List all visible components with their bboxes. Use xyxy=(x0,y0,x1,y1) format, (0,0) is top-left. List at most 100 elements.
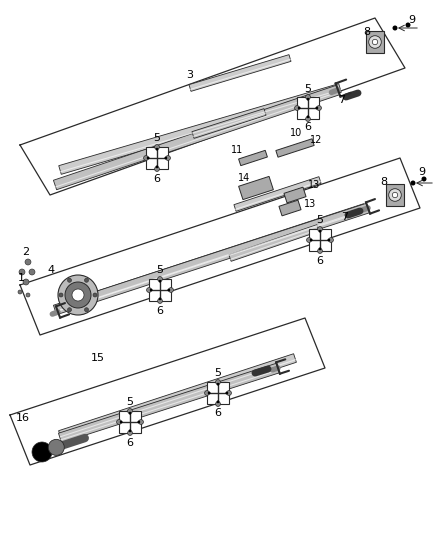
Polygon shape xyxy=(53,203,370,315)
Circle shape xyxy=(32,442,52,462)
Text: 8: 8 xyxy=(363,27,370,37)
Text: 6: 6 xyxy=(215,408,222,418)
Circle shape xyxy=(29,269,35,275)
Circle shape xyxy=(217,383,219,385)
Text: 1: 1 xyxy=(18,273,25,283)
Circle shape xyxy=(166,156,170,160)
Circle shape xyxy=(155,165,159,168)
Circle shape xyxy=(318,227,322,231)
Circle shape xyxy=(306,94,311,99)
Circle shape xyxy=(67,308,71,312)
Polygon shape xyxy=(297,97,319,119)
Circle shape xyxy=(208,392,211,394)
Polygon shape xyxy=(234,176,321,211)
Polygon shape xyxy=(192,109,266,139)
Circle shape xyxy=(159,280,161,282)
Circle shape xyxy=(150,288,152,292)
Circle shape xyxy=(23,279,29,285)
Circle shape xyxy=(147,288,152,293)
Circle shape xyxy=(25,259,31,265)
Text: 2: 2 xyxy=(22,247,29,257)
Text: 6: 6 xyxy=(317,256,324,266)
Circle shape xyxy=(298,107,300,109)
Circle shape xyxy=(155,167,159,172)
Circle shape xyxy=(158,277,162,281)
Circle shape xyxy=(58,275,98,315)
Polygon shape xyxy=(119,411,141,433)
Polygon shape xyxy=(149,279,171,301)
Text: 15: 15 xyxy=(91,353,105,363)
Circle shape xyxy=(215,379,220,384)
Polygon shape xyxy=(53,85,339,190)
Text: 9: 9 xyxy=(408,15,415,25)
Polygon shape xyxy=(239,150,267,166)
Polygon shape xyxy=(276,139,314,157)
Circle shape xyxy=(226,391,231,395)
Text: 5: 5 xyxy=(215,368,222,378)
Circle shape xyxy=(327,239,330,241)
Circle shape xyxy=(318,230,321,232)
Polygon shape xyxy=(59,204,367,312)
Polygon shape xyxy=(59,84,341,174)
Circle shape xyxy=(307,116,309,118)
Circle shape xyxy=(392,26,398,30)
Circle shape xyxy=(421,176,427,182)
Circle shape xyxy=(226,392,228,394)
Circle shape xyxy=(389,189,401,201)
Circle shape xyxy=(72,289,84,301)
Polygon shape xyxy=(309,229,331,251)
Polygon shape xyxy=(366,31,384,53)
Text: 9: 9 xyxy=(418,167,425,177)
Circle shape xyxy=(18,290,22,294)
Circle shape xyxy=(127,431,132,435)
Circle shape xyxy=(144,156,148,160)
Circle shape xyxy=(215,401,220,406)
Circle shape xyxy=(307,238,311,243)
Circle shape xyxy=(167,288,170,292)
Circle shape xyxy=(317,106,321,110)
Circle shape xyxy=(318,247,321,250)
Circle shape xyxy=(93,293,97,297)
Text: 7: 7 xyxy=(341,212,348,222)
Polygon shape xyxy=(284,187,306,203)
Text: 5: 5 xyxy=(317,215,324,225)
Circle shape xyxy=(59,293,63,297)
Text: 11: 11 xyxy=(231,145,243,155)
Text: 13: 13 xyxy=(304,199,316,209)
Circle shape xyxy=(217,400,219,403)
Circle shape xyxy=(392,192,398,198)
Circle shape xyxy=(159,297,161,300)
Circle shape xyxy=(138,421,140,423)
Polygon shape xyxy=(58,363,279,443)
Polygon shape xyxy=(59,354,297,439)
Circle shape xyxy=(138,419,143,424)
Circle shape xyxy=(155,144,159,149)
Circle shape xyxy=(372,39,378,45)
Circle shape xyxy=(19,269,25,275)
Circle shape xyxy=(26,293,30,297)
Text: 5: 5 xyxy=(153,133,160,143)
Circle shape xyxy=(328,238,333,243)
Text: 8: 8 xyxy=(380,177,387,187)
Text: 5: 5 xyxy=(156,265,163,275)
Circle shape xyxy=(129,430,131,432)
Circle shape xyxy=(85,308,88,312)
Circle shape xyxy=(205,391,209,395)
Circle shape xyxy=(315,107,318,109)
Circle shape xyxy=(310,239,313,241)
Text: 4: 4 xyxy=(48,265,55,275)
Polygon shape xyxy=(207,382,229,404)
Text: 5: 5 xyxy=(304,84,311,94)
Circle shape xyxy=(155,148,159,151)
Circle shape xyxy=(318,248,322,253)
Circle shape xyxy=(164,157,167,159)
Polygon shape xyxy=(239,176,273,199)
Polygon shape xyxy=(279,200,301,216)
Polygon shape xyxy=(189,55,291,91)
Circle shape xyxy=(65,282,91,308)
Circle shape xyxy=(169,288,173,293)
Circle shape xyxy=(410,181,416,185)
Text: 14: 14 xyxy=(238,173,250,183)
Text: 5: 5 xyxy=(127,397,134,407)
Circle shape xyxy=(129,412,131,415)
